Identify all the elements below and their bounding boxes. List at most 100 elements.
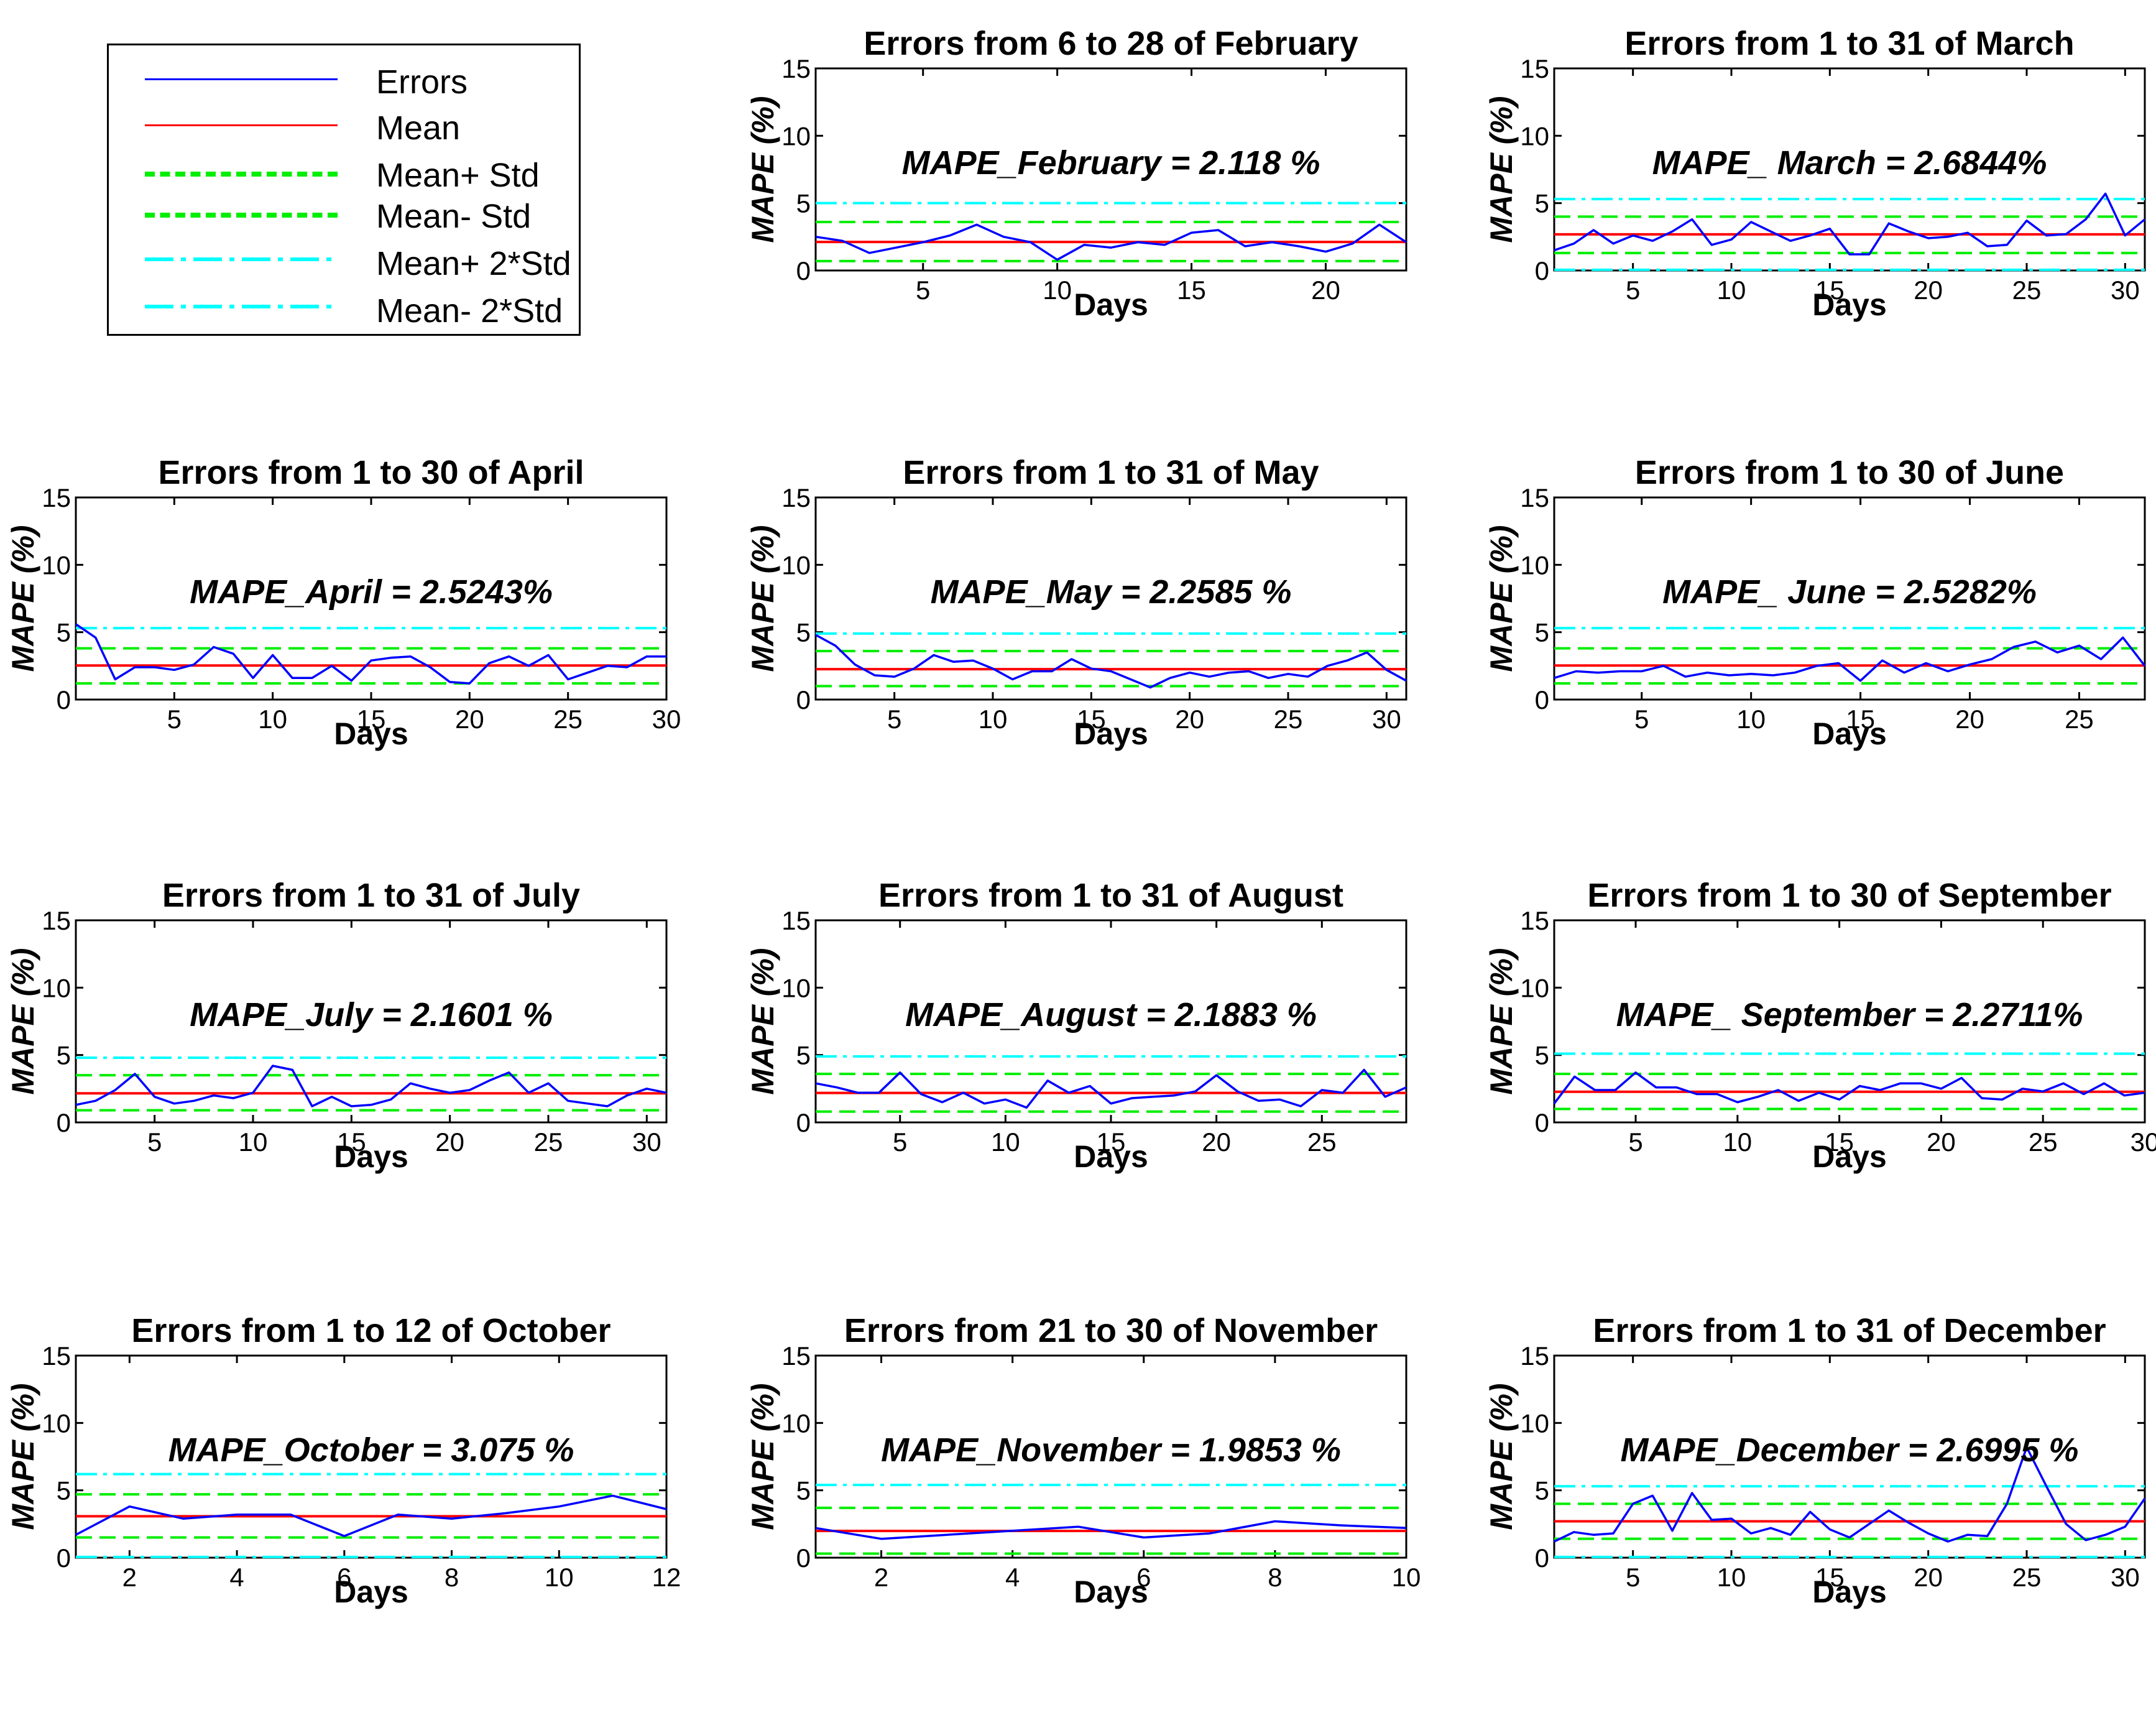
y-tick-label: 15	[781, 483, 811, 512]
x-axis-label: Days	[1074, 287, 1148, 322]
y-tick-label: 10	[42, 973, 71, 1002]
x-tick-label: 10	[1723, 1127, 1752, 1157]
chart-panel-1: 0 5 10 15 5 10 15 20 Errors from 6 to 28 of Febr…	[745, 25, 1407, 322]
plot-frame	[1553, 919, 2146, 1124]
legend-swatch-mean-minus-2std	[145, 305, 338, 308]
x-tick-label: 15	[1815, 275, 1845, 305]
y-tick-label: 15	[1520, 483, 1549, 512]
x-tick-label: 10	[1392, 1563, 1421, 1592]
x-tick-label: 10	[239, 1127, 268, 1157]
x-tick-label: 5	[147, 1127, 162, 1157]
y-tick-label: 5	[1535, 618, 1549, 647]
chart-title: Errors from 1 to 31 of March	[1624, 25, 2074, 62]
x-tick-label: 15	[1825, 1127, 1854, 1157]
plot-frame	[75, 919, 668, 1124]
mape-annotation: MAPE_December = 2.6995 %	[1621, 1431, 2079, 1469]
x-tick-label: 5	[916, 275, 930, 305]
x-tick-label: 30	[2111, 1563, 2140, 1592]
x-tick-label: 5	[1626, 275, 1640, 305]
x-tick-label: 15	[337, 1127, 366, 1157]
x-axis-label: Days	[1074, 1139, 1148, 1174]
y-axis-label: MAPE (%)	[6, 948, 40, 1094]
x-tick-label: 5	[887, 705, 901, 734]
y-tick-label: 10	[781, 1408, 811, 1438]
x-axis-label: Days	[1812, 716, 1887, 751]
chart-panel-9: 0 5 10 15 2 4 6 8 10 12 Errors from 1 to 12 of Oct…	[6, 1312, 681, 1609]
x-axis-label: Days	[1074, 1574, 1148, 1609]
mape-annotation: MAPE_ March = 2.6844%	[1652, 144, 2047, 182]
mape-annotation: MAPE_February = 2.118 %	[902, 144, 1320, 182]
x-tick-label: 15	[1846, 705, 1875, 734]
x-tick-label: 20	[435, 1127, 464, 1157]
mape-annotation: MAPE_October = 3.075 %	[168, 1431, 574, 1469]
y-tick-label: 0	[57, 1108, 71, 1137]
x-tick-label: 20	[1202, 1127, 1231, 1157]
x-tick-label: 5	[1626, 1563, 1640, 1592]
x-tick-label: 30	[632, 1127, 661, 1157]
y-tick-label: 15	[42, 1341, 71, 1371]
x-tick-label: 10	[545, 1563, 574, 1592]
y-axis-label: MAPE (%)	[1484, 525, 1519, 672]
mape-annotation: MAPE_July = 2.1601 %	[190, 996, 553, 1033]
chart-panel-10: 0 5 10 15 2 4 6 8 10 Errors from 21 to 30 of Nove…	[745, 1312, 1421, 1609]
mape-annotation: MAPE_ June = 2.5282%	[1662, 573, 2037, 611]
y-tick-label: 0	[1535, 256, 1549, 285]
x-tick-label: 10	[991, 1127, 1020, 1157]
y-tick-label: 0	[796, 256, 811, 285]
errors-series-line	[1553, 1071, 2145, 1104]
y-axis-label: MAPE (%)	[1484, 948, 1519, 1094]
y-tick-label: 0	[57, 685, 71, 714]
x-tick-label: 15	[1815, 1563, 1845, 1592]
chart-panel-4: 0 5 10 15 5 10 15 20 25 30 Errors from 1 to 31 of …	[745, 454, 1407, 751]
x-tick-label: 5	[1634, 705, 1649, 734]
errors-series-line	[75, 1065, 667, 1107]
y-tick-label: 5	[796, 618, 811, 647]
x-tick-label: 10	[1717, 275, 1746, 305]
y-axis-label: MAPE (%)	[745, 96, 780, 243]
x-tick-label: 2	[122, 1563, 137, 1592]
x-tick-label: 10	[1043, 275, 1072, 305]
y-tick-label: 0	[796, 1108, 811, 1137]
x-tick-label: 20	[1175, 705, 1204, 734]
x-tick-label: 12	[652, 1563, 681, 1592]
chart-panel-6: 0 5 10 15 5 10 15 20 25 30 Errors from 1 to 31 of …	[6, 877, 668, 1174]
x-axis-label: Days	[334, 716, 408, 751]
x-tick-label: 25	[2012, 1563, 2042, 1592]
y-axis-label: MAPE (%)	[745, 1383, 780, 1530]
y-tick-label: 5	[57, 1476, 71, 1505]
x-tick-label: 15	[357, 705, 386, 734]
y-tick-label: 5	[796, 1476, 811, 1505]
x-tick-label: 10	[1717, 1563, 1746, 1592]
x-tick-label: 20	[1927, 1127, 1956, 1157]
legend-box: Errors Mean Mean+ Std Mean- Std Mean+ 2*…	[107, 44, 581, 336]
plot-frame	[814, 67, 1407, 272]
legend-entry-mean-plus-std: Mean+ Std	[109, 152, 579, 196]
y-tick-label: 15	[1520, 906, 1549, 935]
x-tick-label: 25	[1307, 1127, 1337, 1157]
x-tick-label: 15	[1177, 275, 1206, 305]
errors-series-line	[815, 223, 1407, 261]
chart-title: Errors from 1 to 31 of July	[162, 877, 580, 914]
y-tick-label: 15	[1520, 54, 1549, 83]
x-tick-label: 5	[1628, 1127, 1642, 1157]
y-tick-label: 5	[1535, 1041, 1549, 1070]
y-tick-label: 10	[781, 550, 811, 580]
legend-entry-mean-minus-std: Mean- Std	[109, 193, 579, 237]
legend-label-mean: Mean	[376, 109, 461, 147]
y-tick-label: 10	[42, 550, 71, 580]
y-axis-label: MAPE (%)	[745, 525, 780, 672]
x-tick-label: 10	[258, 705, 287, 734]
chart-title: Errors from 1 to 31 of May	[903, 454, 1319, 491]
legend-label-errors: Errors	[376, 63, 468, 101]
chart-title: Errors from 1 to 31 of December	[1593, 1312, 2106, 1349]
y-tick-label: 10	[781, 121, 811, 150]
plot-frame	[814, 919, 1407, 1124]
x-tick-label: 2	[874, 1563, 888, 1592]
x-tick-label: 15	[1077, 705, 1106, 734]
x-tick-label: 4	[229, 1563, 244, 1592]
y-tick-label: 10	[1520, 121, 1549, 150]
x-tick-label: 30	[2111, 275, 2140, 305]
x-tick-label: 10	[979, 705, 1008, 734]
mape-annotation: MAPE_April = 2.5243%	[190, 573, 553, 611]
